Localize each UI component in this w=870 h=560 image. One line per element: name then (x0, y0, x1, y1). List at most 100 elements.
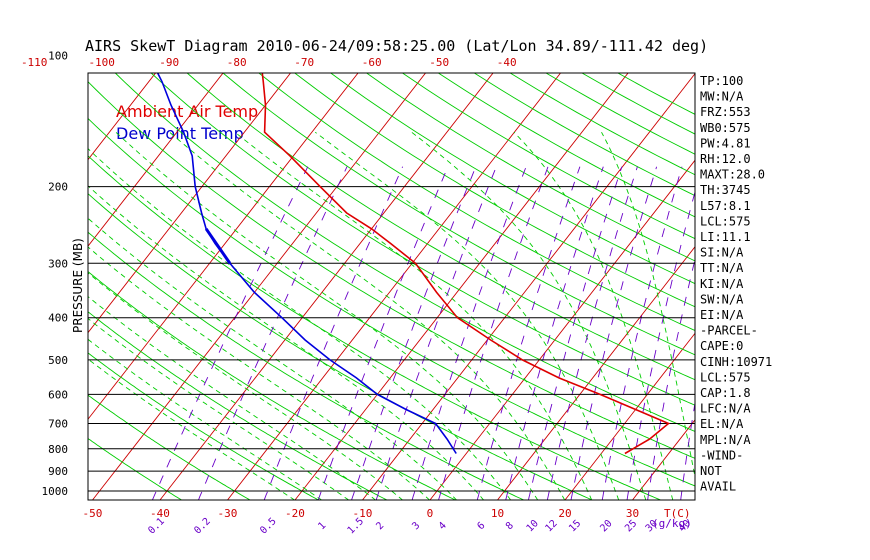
top-temp-tick-label: -60 (362, 56, 382, 69)
isotherm-line (361, 73, 695, 500)
dry-adiabat-line (186, 73, 695, 381)
mixing-ratio-tick-label: 15 (567, 518, 583, 534)
stats-panel-entry: MPL:N/A (700, 433, 751, 447)
dry-adiabat-line (88, 311, 388, 500)
stats-panel-entry: KI:N/A (700, 277, 744, 291)
mixing-ratio-tick-label: 10 (525, 518, 541, 534)
stats-panel-entry: -PARCEL- (700, 324, 758, 338)
isotherm-line (564, 332, 695, 500)
isotherm-line (835, 46, 870, 500)
moist-adiabat-line (88, 148, 512, 500)
mixing-ratio-tick-label: 1 (316, 520, 328, 532)
bottom-temp-unit: T(C) (664, 507, 691, 520)
dry-adiabat-line (258, 73, 695, 332)
top-temp-tick-label: -110 (21, 56, 48, 69)
stats-panel-entry: LCL:575 (700, 370, 751, 384)
bottom-temp-tick-label: 10 (491, 507, 504, 520)
stats-panel-entry: LFC:N/A (700, 402, 751, 416)
chart-title: AIRS SkewT Diagram 2010-06-24/09:58:25.0… (85, 37, 708, 55)
isotherm-line (159, 73, 494, 500)
stats-panel-entry: CINH:10971 (700, 355, 772, 369)
bottom-temp-tick-label: 30 (626, 507, 639, 520)
mixing-ratio-tick-label: 20 (598, 518, 614, 534)
mixing-ratio-line (351, 166, 477, 500)
top-temp-tick-label: -40 (497, 56, 517, 69)
stats-panel-entry: TH:3745 (700, 183, 751, 197)
top-temp-tick-label: -80 (227, 56, 247, 69)
stats-panel-entry: CAPE:0 (700, 339, 743, 353)
mixing-ratio-line (317, 166, 449, 500)
dry-adiabat-line (88, 193, 593, 500)
stats-panel-entry: WB0:575 (700, 121, 751, 135)
mixing-ratio-line (197, 166, 348, 500)
bottom-temp-tick-label: -30 (218, 507, 238, 520)
isotherm-line (88, 73, 292, 334)
bottom-temp-tick-label: -20 (285, 507, 305, 520)
isotherm-line (88, 73, 224, 247)
mixing-ratio-tick-label: 4 (437, 520, 449, 532)
moist-adiabat-line (411, 131, 647, 500)
plot-frame (87, 72, 696, 501)
isotherm-line (0, 46, 42, 500)
stats-panel-entry: TT:N/A (700, 261, 744, 275)
stats-panel-entry: PW:4.81 (700, 136, 751, 150)
bottom-temp-tick-label: -10 (353, 507, 373, 520)
stats-panel-entry: SI:N/A (700, 246, 744, 260)
isotherm-line (88, 73, 157, 161)
dry-adiabat-line (88, 437, 183, 500)
dry-adiabat-line (88, 117, 695, 487)
mixing-ratio-line (263, 166, 404, 500)
stats-panel-entry: CAP:1.8 (700, 386, 751, 400)
dew-point-highlight-segment (204, 227, 232, 265)
mixing-ratio-line (601, 166, 683, 500)
stats-panel-entry: MW:N/A (700, 90, 744, 104)
bottom-temp-tick-label: 20 (558, 507, 571, 520)
y-axis-label: PRESSURE (MB) (71, 238, 85, 333)
pressure-tick-label: 600 (48, 388, 68, 401)
stats-panel-entry: NOT (700, 464, 722, 478)
mixing-ratio-tick-label: 3 (410, 520, 422, 532)
stats-panel-entry: MAXT:28.0 (700, 168, 765, 182)
dry-adiabat-line (150, 73, 695, 406)
pressure-tick-label: 500 (48, 354, 68, 367)
stats-panel-entry: RH:12.0 (700, 152, 751, 166)
dry-adiabat-line (88, 81, 695, 459)
top-temp-tick-label: -90 (159, 56, 179, 69)
mixing-ratio-line (151, 166, 309, 500)
moist-adiabat-line (601, 131, 695, 479)
pressure-tick-label: 100 (48, 50, 68, 63)
pressure-tick-label: 900 (48, 465, 68, 478)
isotherm-line (88, 73, 359, 420)
pressure-tick-label: 400 (48, 312, 68, 325)
isotherm-line (91, 73, 427, 500)
mixing-ratio-line (375, 166, 497, 500)
stats-panel-entry: LCL:575 (700, 214, 751, 228)
plot-area (0, 46, 870, 500)
mixing-ratio-tick-label: 0.5 (258, 516, 279, 537)
ambient-air-temp-line (261, 73, 671, 455)
stats-panel-entry: SW:N/A (700, 292, 744, 306)
stats-panel-entry: AVAIL (700, 480, 736, 494)
isotherm-line (88, 73, 89, 74)
dew-point-temp-line (156, 73, 457, 454)
moist-adiabat-line (88, 217, 458, 500)
isotherm-line (429, 159, 695, 500)
top-temp-tick-label: -70 (294, 56, 314, 69)
dry-adiabat-line (294, 73, 695, 308)
bottom-temp-tick-label: -50 (83, 507, 103, 520)
pressure-tick-label: 300 (48, 257, 68, 270)
isotherm-line (496, 246, 695, 500)
bottom-temp-tick-label: -40 (150, 507, 170, 520)
mixing-ratio-tick-label: 6 (475, 520, 487, 532)
dry-adiabat-line (401, 73, 695, 240)
mixing-ratio-line (505, 166, 604, 500)
dry-adiabat-line (222, 73, 695, 356)
mixing-ratio-tick-label: 8 (504, 520, 516, 532)
dry-adiabat-line (88, 352, 320, 500)
stats-panel-entry: FRZ:553 (700, 105, 751, 119)
pressure-tick-label: 1000 (42, 485, 69, 498)
mixing-ratio-unit: (g/kg) (652, 517, 692, 530)
stats-panel-entry: -WIND- (700, 448, 743, 462)
mixing-ratio-tick-label: 2 (374, 520, 386, 532)
